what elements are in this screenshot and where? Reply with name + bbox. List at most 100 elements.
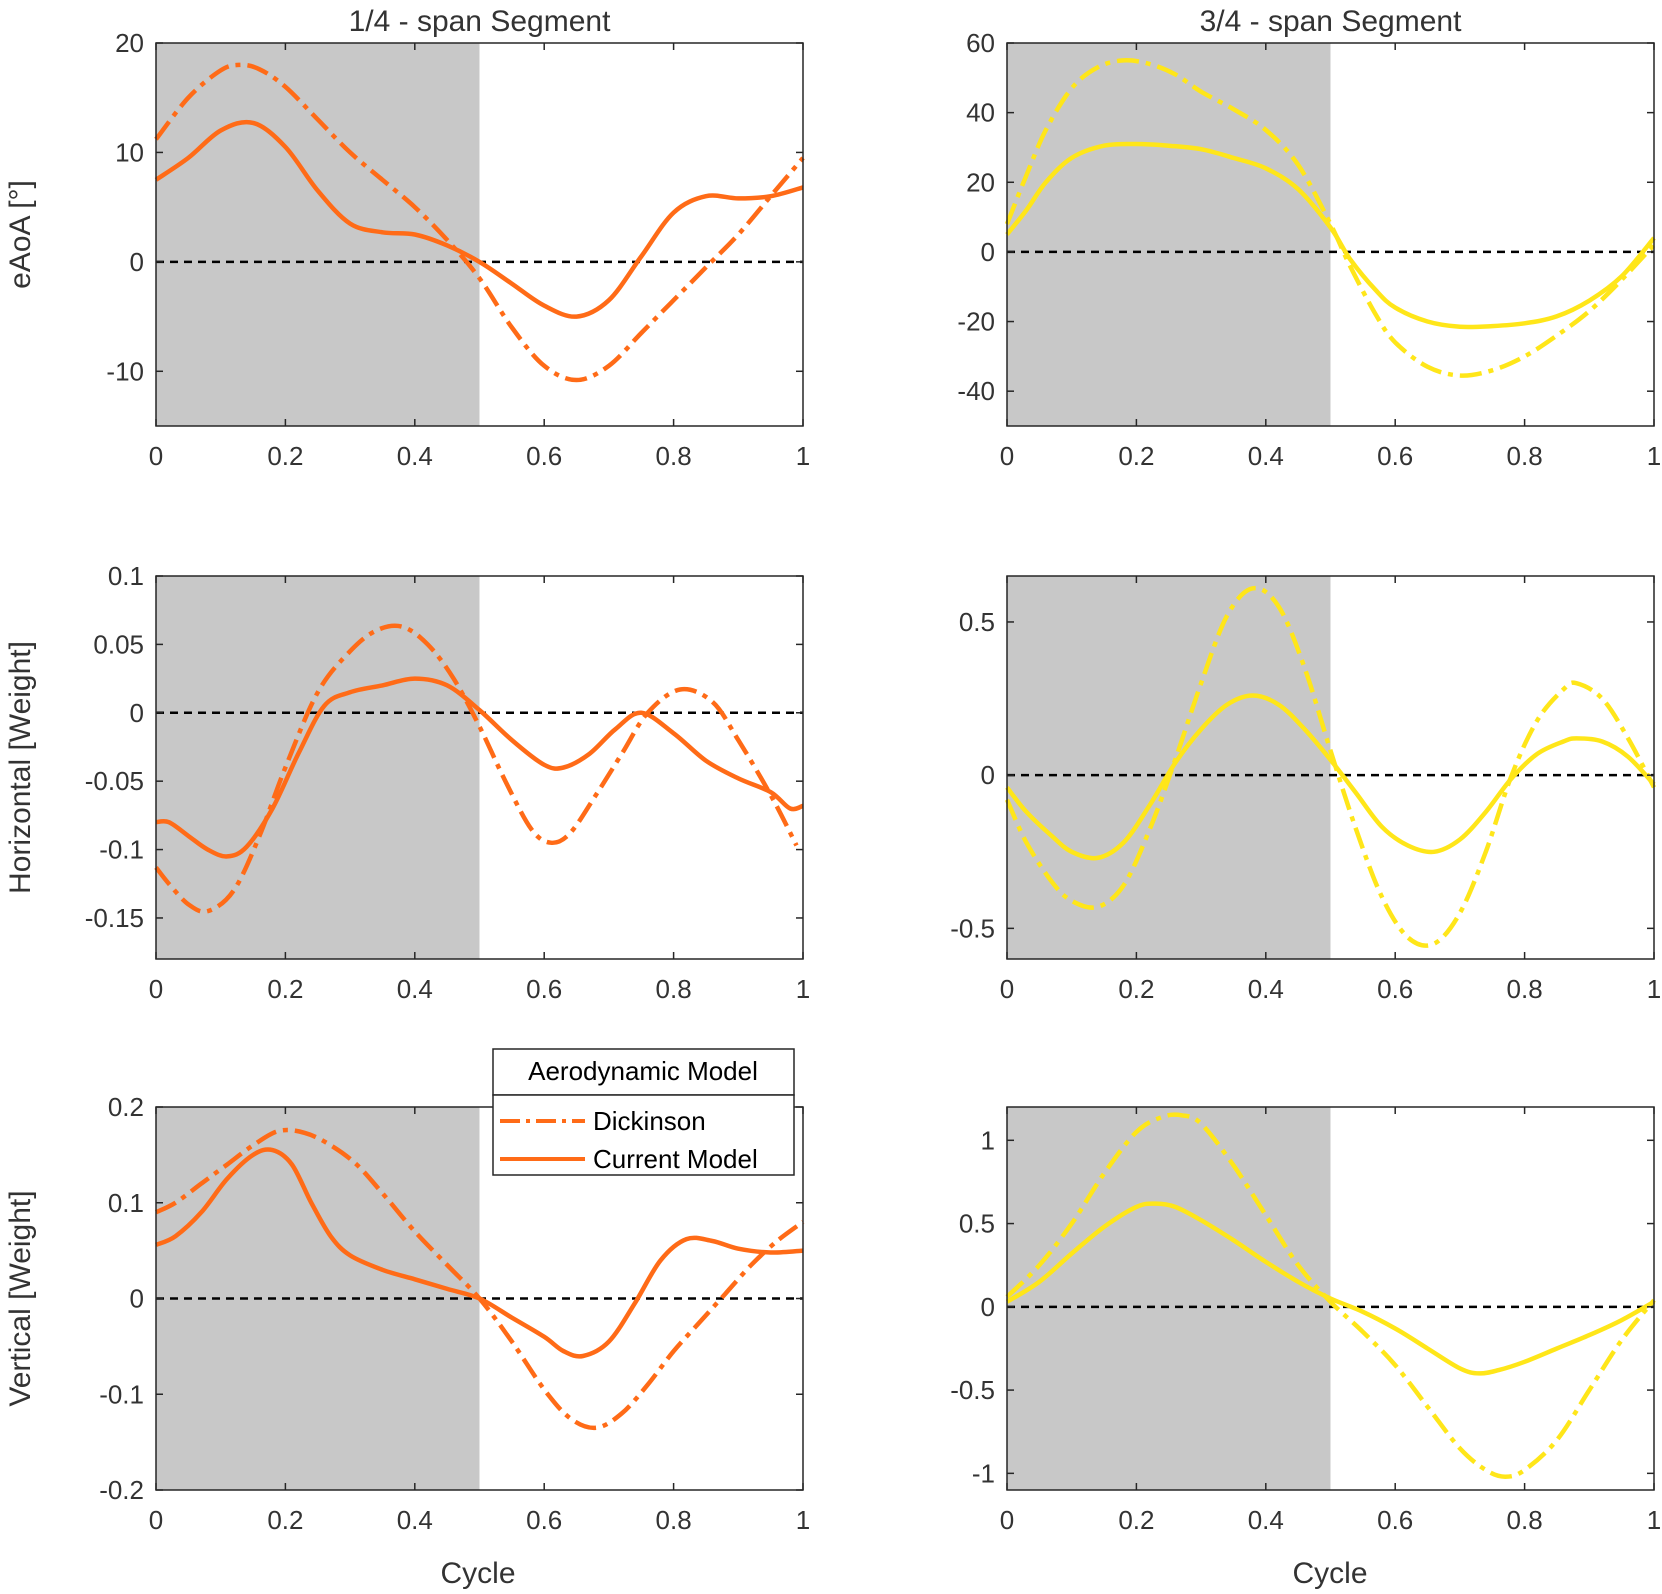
chart-panel-r3c2: 0 0.2 0.4 0.6 0.8 1 -1 -0.5 0 0.5 1	[950, 1106, 1661, 1535]
x-tick-label: 0.2	[267, 974, 303, 1004]
legend: Aerodynamic Model Dickinson Current Mode…	[492, 1048, 795, 1176]
chart-panel-r2c2: 0 0.2 0.4 0.6 0.8 1 -0.5 0 0.5	[950, 575, 1661, 1004]
shaded-region	[156, 43, 480, 426]
x-tick-label: 0.4	[1248, 1505, 1284, 1535]
x-tick-label: 1	[796, 974, 810, 1004]
series-line-current-model	[155, 676, 804, 859]
y-tick-label: 0	[981, 760, 995, 790]
x-tick-label: 0.8	[656, 974, 692, 1004]
x-tick-label: 0.8	[656, 441, 692, 471]
y-tick-label: -0.05	[85, 766, 144, 796]
chart-panel-r3c1: 0 0.2 0.4 0.6 0.8 1 -0.2 -0.1 0 0.1 0.2 Vertical [W…	[4, 1092, 810, 1535]
series-line-current-model	[154, 119, 804, 319]
y-tick-label: 0	[130, 698, 144, 728]
axes-frame	[155, 575, 804, 960]
series-line-current-model	[1005, 141, 1656, 330]
y-tick-label: 10	[115, 137, 144, 167]
shaded-region	[156, 576, 480, 959]
chart-panel-r2c1: 0 0.2 0.4 0.6 0.8 1 -0.15 -0.1 -0.05 0 0.05 0.1 Hori…	[4, 561, 810, 1004]
legend-entry-dickinson: Dickinson	[593, 1106, 706, 1136]
y-tick-label: 40	[966, 98, 995, 128]
x-tick-label: 0.2	[1118, 441, 1154, 471]
y-tick-label: 0.2	[108, 1092, 144, 1122]
x-tick-label: 1	[1647, 1505, 1661, 1535]
x-tick-label: 0.6	[1377, 1505, 1413, 1535]
legend-entry-current-model: Current Model	[593, 1144, 758, 1174]
y-tick-label: 20	[115, 28, 144, 58]
x-tick-label: 0.8	[1507, 974, 1543, 1004]
y-tick-label: 0.1	[108, 1188, 144, 1218]
series-line-current-model	[1005, 1201, 1656, 1376]
x-tick-label: 0	[1000, 974, 1014, 1004]
x-tick-label: 1	[1647, 441, 1661, 471]
y-tick-label: -40	[957, 376, 995, 406]
x-tick-label: 0	[1000, 1505, 1014, 1535]
y-tick-label: -0.5	[950, 1375, 995, 1405]
x-tick-label: 0.4	[397, 441, 433, 471]
x-tick-label: 0.2	[1118, 974, 1154, 1004]
series-line-current-model	[1005, 693, 1656, 861]
y-tick-label: -0.5	[950, 913, 995, 943]
y-tick-label: 20	[966, 167, 995, 197]
x-tick-label: 0	[149, 1505, 163, 1535]
x-tick-label: 1	[796, 1505, 810, 1535]
series-line-dickinson	[154, 62, 805, 383]
y-tick-label: 0.1	[108, 561, 144, 591]
y-tick-label: 60	[966, 28, 995, 58]
chart-panel-r1c2: 0 0.2 0.4 0.6 0.8 1 -40 -20 0 20 40 60 3/4 - span Se…	[957, 5, 1661, 471]
x-tick-label: 0.8	[1507, 441, 1543, 471]
y-tick-label: -0.2	[99, 1475, 144, 1505]
axes-frame	[155, 42, 804, 427]
y-axis-label: Vertical [Weight]	[4, 1190, 37, 1406]
axes-frame	[1006, 1106, 1655, 1491]
series-line-dickinson	[1004, 585, 1656, 948]
axes-frame	[1006, 42, 1655, 427]
x-tick-label: 0	[149, 441, 163, 471]
x-axis-label-right: Cycle	[1292, 1557, 1367, 1590]
series-line-dickinson	[1005, 1112, 1656, 1479]
x-tick-label: 0	[149, 974, 163, 1004]
x-tick-label: 0.4	[1248, 974, 1284, 1004]
x-tick-label: 0.6	[1377, 974, 1413, 1004]
y-tick-label: 0.05	[93, 629, 144, 659]
y-tick-label: 0.5	[959, 1209, 995, 1239]
x-axis-label-left: Cycle	[440, 1557, 515, 1590]
x-tick-label: 0.6	[526, 974, 562, 1004]
y-tick-label: 0.5	[959, 607, 995, 637]
x-tick-label: 0.8	[656, 1505, 692, 1535]
x-tick-label: 0.2	[267, 441, 303, 471]
legend-title: Aerodynamic Model	[528, 1056, 758, 1086]
x-tick-label: 0.2	[1118, 1505, 1154, 1535]
y-tick-label: 0	[981, 237, 995, 267]
y-tick-label: -0.15	[85, 903, 144, 933]
x-tick-label: 0.4	[397, 974, 433, 1004]
x-tick-label: 0.4	[397, 1505, 433, 1535]
chart-title: 3/4 - span Segment	[1200, 5, 1462, 38]
series-line-dickinson	[1004, 58, 1656, 378]
y-tick-label: 0	[130, 247, 144, 277]
y-tick-label: -10	[106, 356, 144, 386]
x-tick-label: 0.6	[526, 441, 562, 471]
chart-panel-r1c1: 0 0.2 0.4 0.6 0.8 1 -10 0 10 20 1/4 - span Segment…	[4, 5, 810, 471]
axes-frame	[1006, 575, 1655, 960]
y-tick-label: -1	[972, 1458, 995, 1488]
x-tick-label: 0.6	[526, 1505, 562, 1535]
shaded-region	[1007, 43, 1331, 426]
x-tick-label: 0.2	[267, 1505, 303, 1535]
x-tick-label: 0	[1000, 441, 1014, 471]
y-tick-label: 0	[981, 1292, 995, 1322]
series-line-current-model	[155, 1147, 804, 1359]
y-axis-label: eAoA [°]	[4, 180, 37, 289]
x-tick-label: 0.4	[1248, 441, 1284, 471]
x-tick-label: 0.8	[1507, 1505, 1543, 1535]
y-tick-label: -20	[957, 307, 995, 337]
shaded-region	[1007, 1107, 1331, 1490]
chart-title: 1/4 - span Segment	[349, 5, 611, 38]
y-tick-label: -0.1	[99, 835, 144, 865]
shaded-region	[1007, 576, 1331, 959]
x-tick-label: 1	[796, 441, 810, 471]
x-tick-label: 1	[1647, 974, 1661, 1004]
y-tick-label: -0.1	[99, 1379, 144, 1409]
y-tick-label: 0	[130, 1284, 144, 1314]
